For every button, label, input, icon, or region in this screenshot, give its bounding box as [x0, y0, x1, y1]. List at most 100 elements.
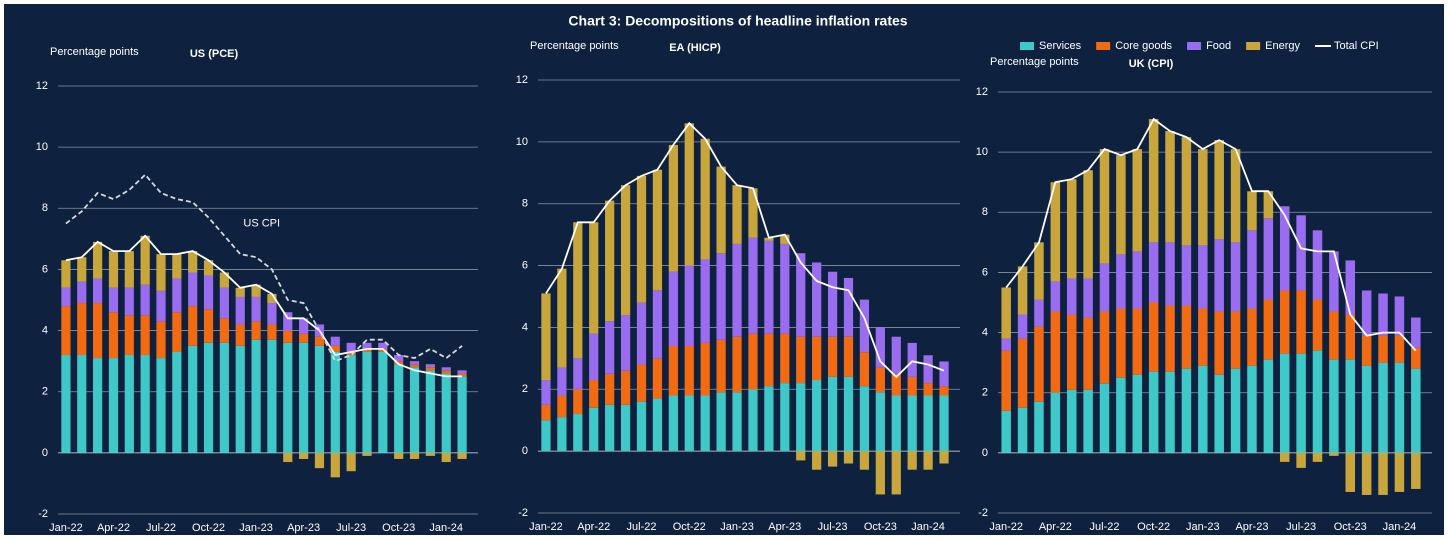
bar-segment: [203, 309, 214, 343]
bar-segment: [573, 389, 583, 415]
bar-segment: [684, 123, 694, 266]
bar-segment: [1066, 179, 1077, 279]
x-tick-label: Apr-22: [1039, 521, 1072, 533]
bar-segment: [589, 222, 599, 334]
bar-segment: [859, 299, 870, 353]
bar-segment: [93, 278, 103, 304]
bar-segment: [1394, 335, 1405, 363]
x-tick-label: Jan-24: [429, 522, 463, 534]
bar-segment: [1050, 182, 1061, 282]
bar-segment: [843, 376, 854, 452]
legend-label: Core goods: [1115, 40, 1172, 52]
bar-segment: [61, 287, 71, 307]
y-tick-label: -2: [518, 507, 528, 519]
bar-segment: [124, 287, 134, 316]
bar-segment: [1165, 131, 1175, 243]
bar-segment: [283, 342, 293, 453]
bar-segment: [1083, 389, 1093, 453]
bar-segment: [796, 383, 806, 452]
line: [545, 121, 945, 379]
bar-segment: [425, 452, 435, 456]
bar-segment: [1312, 299, 1323, 351]
bar-segment: [732, 185, 742, 244]
bar-segment: [812, 380, 822, 452]
y-axis-label: Percentage points: [990, 56, 1079, 68]
bar-segment: [1148, 119, 1159, 243]
bar-segment: [1148, 302, 1159, 372]
bar-segment: [1214, 311, 1224, 375]
y-tick-label: 4: [42, 324, 48, 336]
bar-segment: [1296, 452, 1306, 468]
bar-segment: [589, 333, 599, 381]
bar-segment: [330, 345, 340, 352]
line: [65, 173, 463, 363]
y-tick-label: 6: [42, 263, 48, 275]
bar-segment: [1279, 353, 1290, 453]
y-tick-label: 0: [522, 445, 528, 457]
bar-segment: [1017, 266, 1028, 315]
bar-segment: [108, 358, 119, 453]
bar-segment: [362, 351, 372, 453]
bar-segment: [108, 251, 119, 288]
bar-segment: [362, 342, 372, 349]
bar-segment: [93, 358, 103, 453]
bar-segment: [235, 345, 245, 453]
bar-segment: [636, 175, 647, 303]
bar-segment: [1378, 452, 1388, 495]
bar-segment: [108, 312, 119, 359]
bar-segment: [1116, 377, 1126, 453]
bar-segment: [1050, 281, 1061, 312]
bar-segment: [156, 254, 166, 291]
bar-segment: [188, 345, 198, 453]
bar-segment: [1312, 350, 1323, 453]
bar-segment: [188, 306, 198, 346]
bar-segment: [716, 339, 726, 393]
y-axis-label: Percentage points: [50, 46, 139, 58]
x-tick-label: Jan-22: [49, 522, 83, 534]
bar-segment: [156, 321, 166, 359]
bar-segment: [1017, 338, 1028, 408]
bar-segment: [843, 451, 854, 464]
bar-segment: [748, 389, 758, 452]
x-tick-label: Apr-22: [577, 521, 610, 533]
bar-segment: [1296, 353, 1306, 453]
x-tick-label: Apr-23: [1235, 521, 1268, 533]
bar-segment: [1247, 230, 1257, 309]
bar-segment: [1247, 308, 1257, 366]
bar-segment: [425, 370, 435, 453]
bar-segment: [1198, 365, 1208, 453]
bar-segment: [780, 383, 790, 452]
bar-segment: [299, 318, 309, 334]
bar-segment: [796, 336, 806, 384]
bar-segment: [796, 451, 806, 461]
bar-segment: [77, 303, 87, 356]
bar-segment: [1165, 305, 1175, 372]
bar-segment: [346, 355, 356, 453]
bar-segment: [441, 373, 451, 453]
bar-segment: [409, 367, 420, 453]
bar-segment: [235, 324, 245, 346]
y-tick-label: 2: [522, 383, 528, 395]
y-tick-label: 8: [982, 206, 988, 218]
y-axis-label: Percentage points: [530, 40, 619, 52]
bar-segment: [267, 324, 277, 340]
bar-segment: [1411, 452, 1421, 489]
bar-segment: [1361, 365, 1372, 453]
x-tick-label: Jul-22: [146, 522, 176, 534]
bar-segment: [652, 290, 663, 359]
bar-segment: [299, 452, 309, 459]
bar-segment: [939, 361, 949, 387]
bar-segment: [732, 243, 742, 337]
bar-segment: [1411, 347, 1421, 369]
bar-segment: [764, 386, 774, 452]
bar-segment: [923, 451, 933, 470]
bar-segment: [827, 451, 838, 467]
bar-segment: [891, 336, 901, 374]
bar-segment: [346, 342, 356, 352]
y-tick-label: 4: [982, 326, 988, 338]
x-tick-label: Jul-22: [627, 521, 657, 533]
bar-segment: [1132, 374, 1143, 453]
bar-segment: [267, 303, 277, 325]
bar-segment: [684, 345, 694, 396]
y-tick-label: 2: [42, 386, 48, 398]
